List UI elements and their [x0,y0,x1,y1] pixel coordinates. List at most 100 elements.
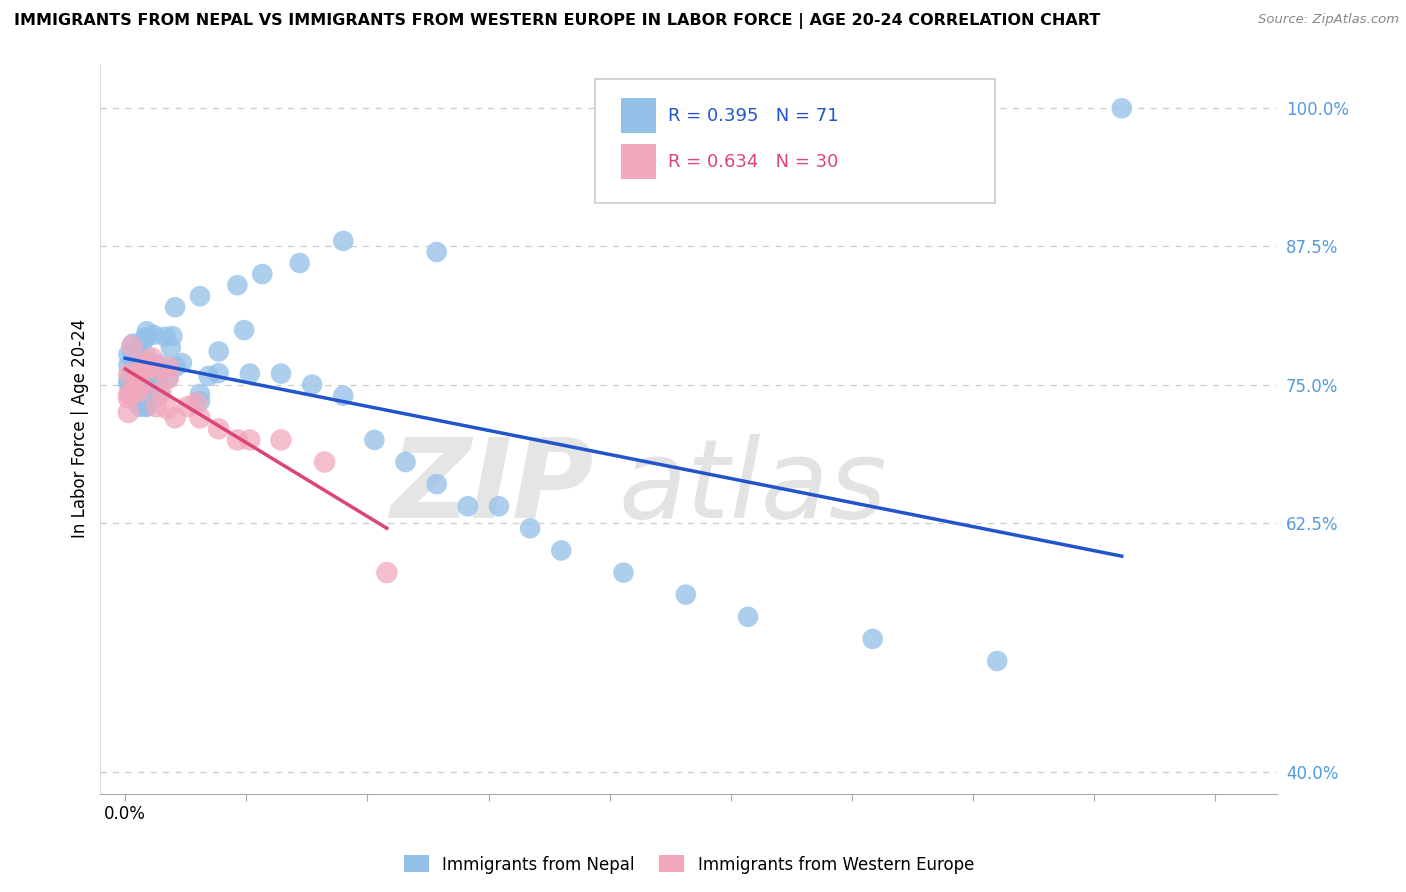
Point [550,543,572,558]
Point [301,377,323,392]
Point [176,400,198,414]
Point [135,400,157,414]
Point [184,396,207,410]
FancyBboxPatch shape [620,145,657,179]
Point [239,433,262,447]
Point [128,400,150,414]
Point [188,394,211,409]
Point [141,368,163,383]
Text: Source: ZipAtlas.com: Source: ZipAtlas.com [1258,13,1399,27]
Point [128,351,150,366]
Point [375,566,398,580]
Point [124,357,146,371]
Point [165,359,187,374]
Point [134,353,156,368]
Point [139,362,162,376]
Point [239,367,262,381]
Point [138,360,160,375]
Point [117,376,139,391]
Point [519,521,541,535]
Text: IMMIGRANTS FROM NEPAL VS IMMIGRANTS FROM WESTERN EUROPE IN LABOR FORCE | AGE 20-: IMMIGRANTS FROM NEPAL VS IMMIGRANTS FROM… [14,13,1101,29]
Point [135,324,157,338]
Point [149,384,172,399]
Point [488,500,510,514]
Point [188,410,211,425]
Point [141,351,163,365]
Point [122,384,145,398]
Point [188,387,211,401]
Point [226,278,249,293]
Point [160,340,183,354]
Point [270,367,292,381]
Point [149,387,172,401]
Point [135,349,157,363]
Text: ZIP: ZIP [391,434,595,541]
Legend: Immigrants from Nepal, Immigrants from Western Europe: Immigrants from Nepal, Immigrants from W… [396,848,981,880]
Point [118,367,141,381]
FancyBboxPatch shape [620,98,657,134]
Point [270,433,292,447]
Point [252,267,274,281]
Point [288,256,311,270]
Point [132,363,155,377]
Point [117,391,139,405]
Point [128,366,150,380]
Point [1111,101,1133,115]
Point [208,366,231,380]
Point [142,327,165,342]
Point [125,368,148,382]
Point [117,405,139,419]
Point [121,348,143,362]
Point [208,344,231,359]
Point [138,382,160,396]
Point [129,368,152,382]
Point [128,363,150,377]
Point [118,384,141,398]
Point [155,330,177,344]
Point [149,358,172,372]
Point [117,374,139,388]
Point [132,371,155,385]
Text: R = 0.634   N = 30: R = 0.634 N = 30 [668,153,838,171]
Point [128,354,150,368]
Point [132,333,155,347]
Point [426,245,449,260]
Point [145,400,167,414]
Point [129,378,152,392]
Point [117,347,139,361]
Point [125,349,148,363]
Point [124,349,146,363]
Point [156,401,179,416]
Text: R = 0.395   N = 71: R = 0.395 N = 71 [668,107,838,125]
Point [128,384,150,399]
Point [121,385,143,400]
Point [157,360,180,375]
Point [986,654,1008,668]
Point [314,455,336,469]
Point [332,234,354,248]
Point [862,632,884,646]
Point [136,360,159,375]
Point [165,300,187,314]
Point [118,387,141,401]
Point [134,400,156,414]
Point [332,389,354,403]
Point [138,378,160,392]
Point [737,609,759,624]
Point [162,329,184,343]
Point [394,455,416,469]
Point [457,500,479,514]
Point [157,371,180,385]
Point [612,566,634,580]
Point [233,323,256,337]
Point [148,376,170,390]
FancyBboxPatch shape [595,78,995,202]
Point [363,433,385,447]
Point [117,358,139,372]
Point [208,422,231,436]
Point [170,356,193,370]
Y-axis label: In Labor Force | Age 20-24: In Labor Force | Age 20-24 [72,319,89,539]
Point [675,588,697,602]
Point [121,339,143,353]
Point [226,433,249,447]
